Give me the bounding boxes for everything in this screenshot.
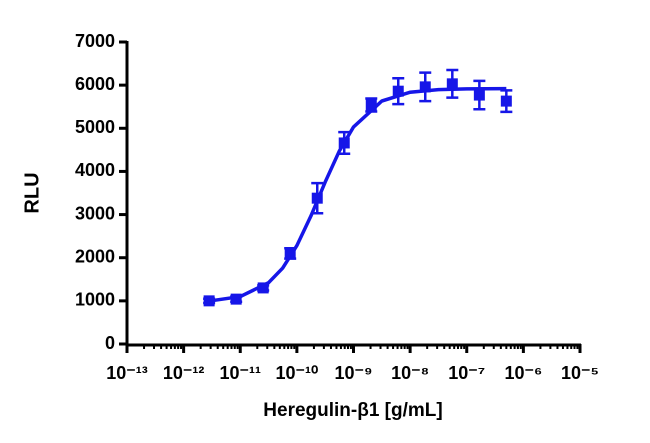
y-tick-label: 0 [105, 333, 115, 353]
x-tick-label: 10⁻¹¹ [219, 363, 261, 383]
y-tick-label: 7000 [75, 31, 115, 51]
y-tick-label: 6000 [75, 74, 115, 94]
y-tick-label: 3000 [75, 203, 115, 223]
x-tick-label: 10⁻⁶ [504, 363, 542, 383]
x-tick-label: 10⁻¹⁰ [276, 363, 319, 383]
data-point [392, 85, 404, 97]
x-tick-label: 10⁻⁷ [448, 363, 485, 383]
x-tick-label: 10⁻⁵ [561, 363, 599, 383]
y-tick-label: 1000 [75, 290, 115, 310]
y-tick-label: 4000 [75, 160, 115, 180]
data-point [257, 282, 269, 294]
x-tick-label: 10⁻⁸ [391, 363, 429, 383]
x-tick-label: 10⁻¹³ [106, 363, 148, 383]
y-axis-title: RLU [21, 172, 43, 213]
x-axis-title: Heregulin-β1 [g/mL] [263, 400, 442, 421]
data-point [365, 99, 377, 111]
data-point [338, 137, 350, 149]
y-tick-label: 5000 [75, 117, 115, 137]
data-point [311, 192, 323, 204]
data-point [473, 89, 485, 101]
x-tick-label: 10⁻¹² [163, 363, 205, 383]
data-point [500, 95, 512, 107]
data-point [284, 247, 296, 259]
x-tick-label: 10⁻⁹ [334, 363, 372, 383]
y-tick-label: 2000 [75, 246, 115, 266]
data-point [203, 295, 215, 307]
data-point [230, 293, 242, 305]
data-point [446, 78, 458, 90]
fit-curve [208, 86, 507, 303]
data-point [419, 81, 431, 93]
